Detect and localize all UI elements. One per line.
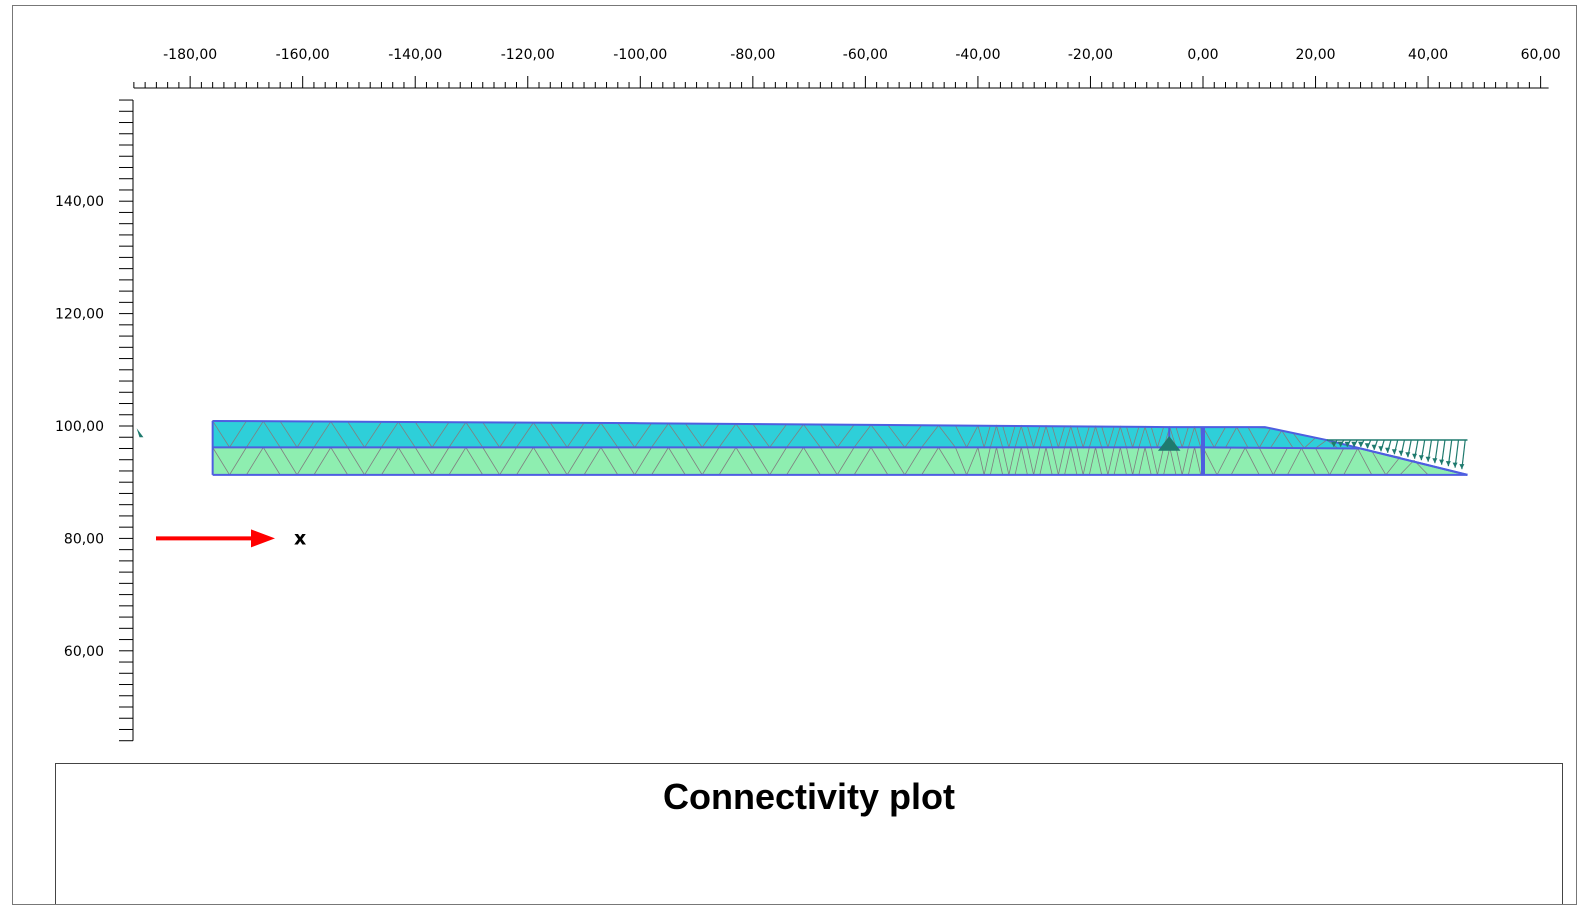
plot-frame: -180,00 -160,00 -140,00 -120,00 -100,00 -80,0…	[12, 5, 1577, 905]
soil-model	[136, 419, 1468, 476]
caption-box: Connectivity plot	[55, 763, 1563, 904]
y-tick-label: 120,00	[55, 307, 104, 323]
caption-title: Connectivity plot	[662, 776, 955, 817]
x-tick-label: 0,00	[1187, 47, 1218, 63]
lower-soil-layer	[212, 447, 1468, 475]
load-arrow-head	[1439, 459, 1445, 465]
x-tick-label: -140,00	[388, 47, 442, 63]
load-arrow-head	[1385, 447, 1391, 453]
ground-surface-line	[212, 419, 1468, 476]
connectivity-plot-canvas: -180,00 -160,00 -140,00 -120,00 -100,00 -80,0…	[55, 47, 1561, 742]
x-tick-label: 60,00	[1521, 47, 1561, 63]
y-tick-label: 80,00	[64, 531, 104, 547]
load-arrow-head	[1378, 446, 1384, 452]
load-arrow	[1333, 439, 1338, 447]
load-arrow-head	[1337, 441, 1343, 447]
y-tick-label: 140,00	[55, 194, 104, 210]
y-axis-ruler: 140,00 120,00 100,00 80,00 60,00	[55, 99, 134, 742]
x-tick-label: -40,00	[955, 47, 1000, 63]
load-arrow-head	[1445, 461, 1451, 467]
layer-interface-line	[212, 446, 1468, 476]
x-direction-indicator: x	[156, 527, 306, 549]
distributed-load	[1326, 439, 1468, 470]
load-arrow	[1346, 439, 1351, 447]
load-arrow-head	[1398, 450, 1404, 456]
point-marker	[136, 428, 144, 438]
load-arrow-head	[1364, 443, 1370, 449]
load-arrow-head	[1405, 452, 1411, 458]
load-arrow-head	[1351, 441, 1357, 447]
x-tick-label: -100,00	[613, 47, 667, 63]
load-arrow	[1353, 439, 1358, 448]
x-axis-ruler: -180,00 -160,00 -140,00 -120,00 -100,00 -80,0…	[133, 47, 1561, 89]
load-arrow-head	[1391, 449, 1397, 455]
y-tick-label: 60,00	[64, 644, 104, 660]
load-arrow-head	[1452, 462, 1458, 468]
load-arrow	[1360, 439, 1365, 448]
load-arrow-head	[1418, 455, 1424, 461]
load-arrow-head	[1412, 453, 1418, 459]
load-arrow-head	[1331, 441, 1337, 447]
load-arrow-head	[1432, 458, 1438, 464]
x-tick-label: 20,00	[1295, 47, 1335, 63]
upper-soil-layer	[212, 420, 1361, 449]
load-arrow-head	[1358, 441, 1364, 447]
load-arrow-head	[1344, 441, 1350, 447]
x-direction-arrow-head	[251, 529, 275, 548]
x-direction-label: x	[294, 527, 306, 549]
y-tick-label: 100,00	[55, 419, 104, 435]
x-tick-label: -120,00	[501, 47, 555, 63]
x-tick-label: -60,00	[843, 47, 888, 63]
load-arrow-head	[1425, 456, 1431, 462]
load-arrow-head	[1459, 464, 1465, 470]
x-tick-label: -80,00	[730, 47, 775, 63]
anchor-point	[1157, 436, 1181, 451]
x-tick-label: 40,00	[1408, 47, 1448, 63]
x-tick-label: -20,00	[1068, 47, 1113, 63]
x-tick-label: -180,00	[163, 47, 217, 63]
load-arrow	[1339, 439, 1345, 447]
x-tick-label: -160,00	[276, 47, 330, 63]
load-arrow-head	[1371, 444, 1377, 450]
